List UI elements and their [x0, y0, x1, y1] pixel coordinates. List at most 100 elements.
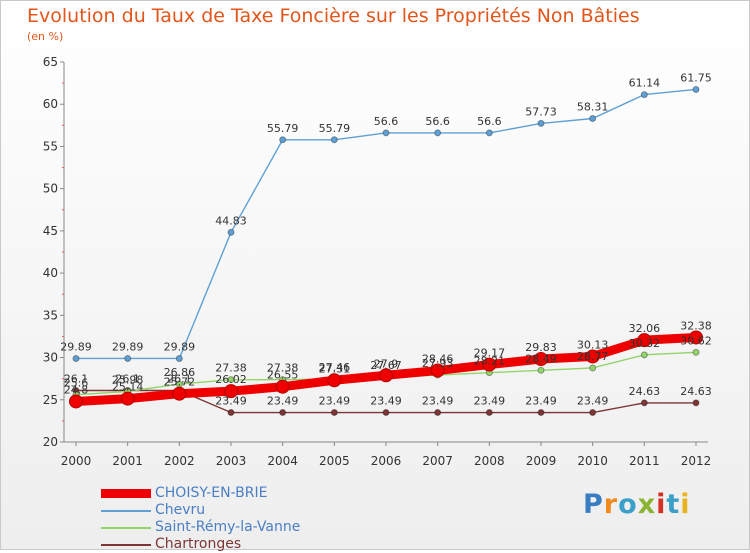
data-point: [224, 384, 238, 399]
y-tick-label: 25: [43, 393, 58, 407]
x-tick-label: 2001: [112, 454, 143, 468]
x-tick-label: 2012: [681, 454, 712, 468]
data-label: 27.93: [422, 357, 454, 370]
data-point: [692, 348, 700, 356]
data-label: 25.6: [64, 377, 89, 390]
data-label: 23.49: [370, 395, 402, 408]
logo-letter: r: [603, 489, 619, 520]
data-label: 23.49: [577, 395, 609, 408]
data-point: [279, 409, 287, 417]
data-point: [482, 357, 497, 372]
y-tick-label: 50: [43, 182, 58, 196]
data-point: [589, 409, 597, 417]
data-point: [434, 129, 442, 137]
data-label: 28.77: [577, 350, 609, 363]
data-label: 26.55: [267, 369, 299, 382]
data-label: 56.6: [425, 115, 450, 128]
data-point: [434, 409, 442, 417]
logo-letter: x: [637, 489, 657, 520]
data-point: [537, 366, 545, 374]
data-label: 26.02: [215, 373, 247, 386]
data-label: 26.86: [164, 366, 196, 379]
data-label: 26.1: [167, 372, 192, 385]
data-label: 23.49: [319, 395, 351, 408]
x-tick-label: 2004: [267, 454, 298, 468]
x-tick-label: 2009: [526, 454, 557, 468]
data-label: 44.83: [215, 214, 247, 227]
data-point: [589, 364, 597, 372]
data-point: [175, 354, 183, 362]
data-point: [69, 394, 83, 409]
data-point: [534, 351, 548, 366]
data-point: [327, 373, 342, 388]
y-tick-label: 35: [43, 308, 58, 322]
data-point: [275, 379, 290, 394]
data-label: 30.32: [629, 337, 661, 350]
data-label: 24.63: [680, 385, 712, 398]
x-tick-label: 2008: [474, 454, 505, 468]
y-tick-label: 55: [43, 139, 58, 153]
data-point: [382, 409, 390, 417]
data-label: 24.63: [629, 385, 661, 398]
data-point: [640, 399, 648, 407]
data-label: 27.38: [267, 362, 299, 375]
legend-label: CHOISY-EN-BRIE: [155, 485, 268, 501]
data-label: 28.46: [422, 353, 454, 366]
data-point: [279, 136, 287, 144]
data-point: [430, 363, 445, 378]
data-label: 27.31: [319, 362, 351, 375]
data-label: 28.21: [474, 355, 506, 368]
data-point: [537, 119, 545, 127]
data-point: [379, 368, 393, 383]
data-label: 56.6: [374, 115, 399, 128]
data-label: 55.79: [267, 122, 299, 135]
legend-swatch: [101, 543, 151, 546]
data-point: [72, 354, 80, 362]
legend-swatch: [101, 526, 151, 529]
y-tick-label: 60: [43, 97, 58, 111]
data-label: 29.89: [112, 340, 144, 353]
data-label: 32.06: [629, 322, 661, 335]
data-point: [124, 354, 132, 362]
data-label: 27.9: [374, 357, 399, 370]
data-label: 25.98: [112, 374, 144, 387]
data-label: 29.83: [525, 341, 557, 354]
data-label: 55.79: [319, 122, 351, 135]
data-point: [692, 399, 700, 407]
legend-swatch: [101, 509, 151, 512]
unit-label: (en %): [27, 30, 64, 43]
logo-letter: o: [618, 489, 638, 520]
logo-letter: i: [656, 489, 667, 520]
data-point: [485, 409, 493, 417]
proxiti-logo: Proxiti: [583, 489, 691, 520]
data-label: 61.14: [629, 77, 661, 90]
x-tick-label: 2005: [319, 454, 350, 468]
data-point: [485, 129, 493, 137]
data-point: [227, 409, 235, 417]
y-tick-label: 30: [43, 351, 58, 365]
data-label: 23.49: [267, 395, 299, 408]
legend-label: Chevru: [155, 502, 206, 518]
data-point: [637, 333, 652, 348]
data-point: [172, 386, 187, 401]
legend-swatch: [101, 489, 151, 498]
x-tick-label: 2006: [371, 454, 402, 468]
data-point: [589, 114, 597, 122]
y-tick-label: 45: [43, 224, 58, 238]
y-tick-label: 20: [43, 435, 58, 449]
data-point: [537, 409, 545, 417]
data-label: 24.8: [64, 383, 89, 396]
x-tick-label: 2010: [577, 454, 608, 468]
legend-label: Saint-Rémy-la-Vanne: [155, 519, 301, 535]
data-label: 23.49: [215, 395, 247, 408]
legend-label: Chartronges: [155, 536, 242, 552]
data-label: 29.89: [164, 340, 196, 353]
data-point: [640, 91, 648, 99]
data-label: 32.38: [680, 319, 712, 332]
data-label: 23.49: [474, 395, 506, 408]
legend-item: Chevru: [101, 502, 300, 519]
legend-item: Saint-Rémy-la-Vanne: [101, 519, 300, 536]
data-label: 30.13: [577, 338, 609, 351]
